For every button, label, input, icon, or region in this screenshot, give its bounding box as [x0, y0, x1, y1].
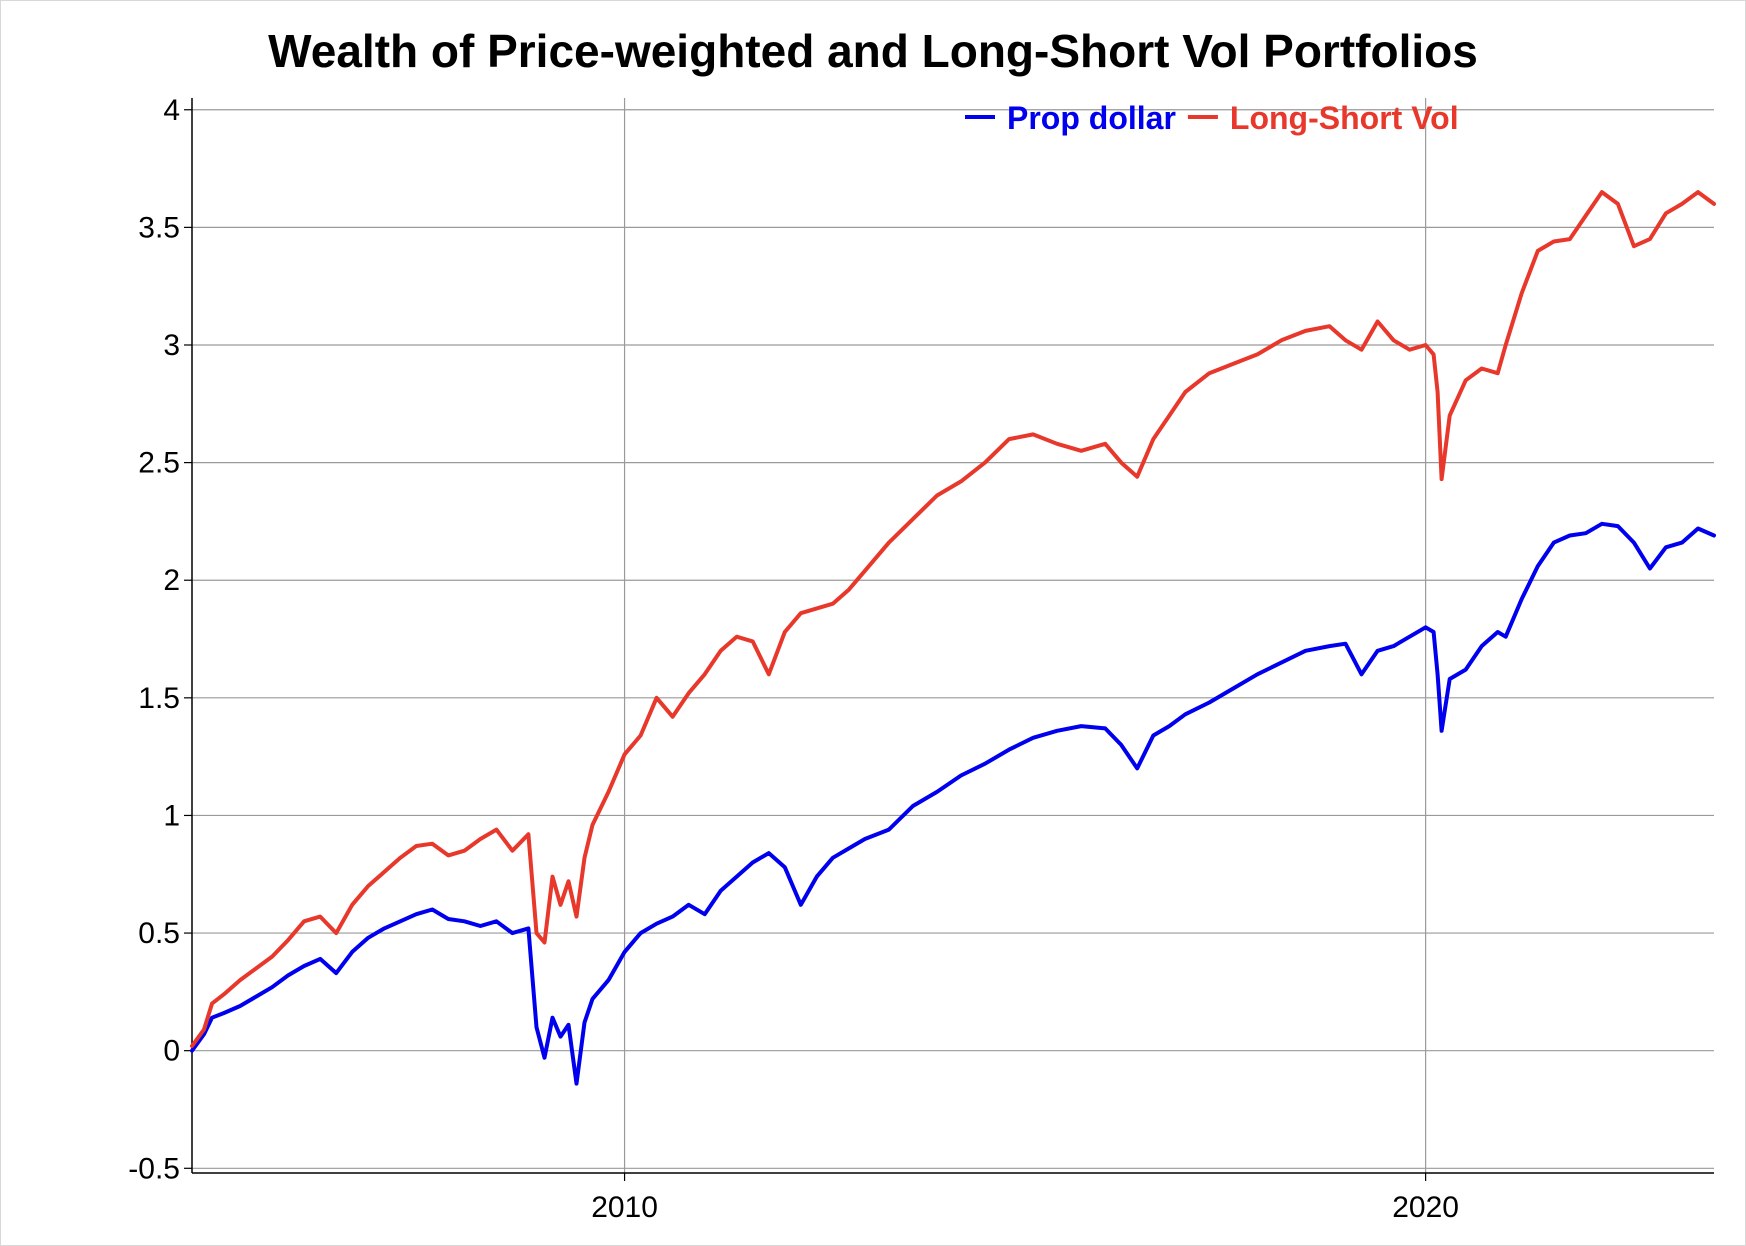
y-tick-label: 3 [163, 329, 180, 362]
y-tick-label: 1 [163, 799, 180, 832]
y-tick-label: 1.5 [138, 682, 180, 715]
y-tick-label: 0 [163, 1035, 180, 1068]
x-tick-label: 2020 [1392, 1191, 1459, 1224]
legend: Prop dollar Long-Short Vol [965, 100, 1459, 136]
y-tick-label: 2.5 [138, 447, 180, 480]
chart-title: Wealth of Price-weighted and Long-Short … [268, 25, 1478, 77]
long-short-vol-line [190, 190, 1716, 1048]
y-tick-label: -0.5 [128, 1152, 180, 1185]
legend-label-long-short-vol: Long-Short Vol [1230, 100, 1459, 136]
y-tick-label: 3.5 [138, 211, 180, 244]
legend-label-prop-dollar: Prop dollar [1007, 100, 1176, 136]
y-tick-label: 0.5 [138, 917, 180, 950]
y-tick-label: 2 [163, 564, 180, 597]
plot-area [192, 98, 1714, 1173]
prop-dollar-line [190, 521, 1716, 1086]
gridlines [192, 98, 1714, 1173]
axes: -0.5 0 0.5 1 1.5 2 2.5 3 3.5 4 2010 2020 [128, 94, 1714, 1224]
series-lines [190, 190, 1716, 1086]
y-tick-label: 4 [163, 94, 180, 127]
x-tick-label: 2010 [591, 1191, 658, 1224]
